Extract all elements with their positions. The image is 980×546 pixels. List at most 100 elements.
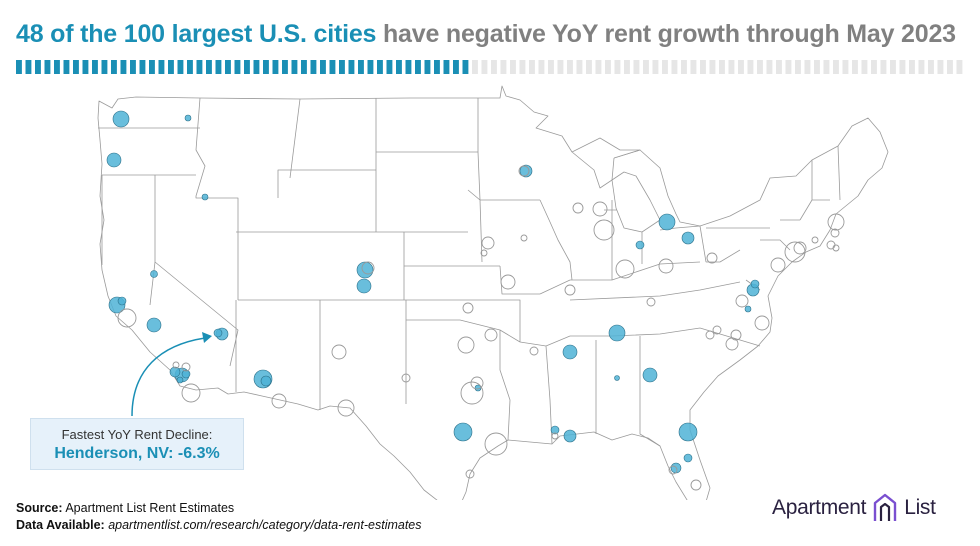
progress-segment [681, 60, 687, 74]
progress-segment [291, 60, 298, 74]
progress-segment [548, 60, 554, 74]
progress-segment [320, 60, 326, 74]
progress-segment [92, 60, 98, 74]
progress-segment [120, 60, 127, 74]
city-marker-positive [592, 201, 608, 217]
city-marker-positive [826, 240, 836, 250]
city-marker-negative [635, 240, 645, 250]
callout-arrow [131, 332, 212, 417]
city-marker-positive [754, 315, 770, 331]
city-marker-positive [331, 344, 347, 360]
apartment-list-logo: Apartment List [772, 488, 936, 528]
city-marker-positive [520, 234, 528, 242]
city-marker-negative [356, 278, 372, 294]
source-note: Source: Apartment List Rent Estimates Da… [16, 500, 422, 534]
city-marker-positive [181, 383, 201, 403]
city-marker-negative [169, 366, 181, 378]
city-marker-positive [735, 294, 749, 308]
source-text: Apartment List Rent Estimates [65, 501, 235, 515]
city-marker-positive [271, 393, 287, 409]
progress-segment [206, 60, 212, 74]
city-marker-positive [706, 252, 718, 264]
progress-segment [139, 60, 146, 74]
data-link[interactable]: apartmentlist.com/research/category/data… [108, 518, 422, 532]
city-marker-positive [518, 165, 530, 177]
progress-segment [700, 60, 706, 74]
apartment-list-logo-icon [873, 493, 897, 521]
progress-segment [567, 60, 573, 74]
city-marker-positive [668, 465, 678, 475]
city-marker-positive [646, 297, 656, 307]
logo-text-left: Apartment [772, 496, 867, 519]
city-marker-positive [465, 469, 475, 479]
progress-segment [605, 60, 611, 74]
progress-segment [177, 60, 184, 74]
progress-segment [443, 60, 450, 74]
city-marker-positive [172, 361, 180, 369]
callout-value: Henderson, NV: -6.3% [54, 445, 220, 462]
progress-segment [519, 60, 526, 74]
progress-segment [130, 60, 136, 74]
callout-label: Fastest YoY Rent Decline: [61, 427, 213, 442]
city-marker-positive [832, 244, 840, 252]
progress-segment [662, 60, 668, 74]
progress-segment [614, 60, 621, 74]
city-marker-positive [730, 329, 742, 341]
progress-segment [833, 60, 839, 74]
progress-segment [44, 60, 51, 74]
progress-segment [738, 60, 744, 74]
title-rest: have negative YoY rent growth through Ma… [382, 20, 956, 48]
progress-segment [234, 60, 241, 74]
source-line: Source: Apartment List Rent Estimates [16, 500, 422, 517]
city-marker-negative [658, 213, 676, 231]
progress-segment [586, 60, 592, 74]
city-marker-positive [462, 302, 474, 314]
chart-title: 48 of the 100 largest U.S. cities have n… [16, 20, 956, 49]
city-marker-negative [550, 425, 560, 435]
progress-segment [358, 60, 364, 74]
progress-segment [405, 60, 412, 74]
city-marker-negative [117, 296, 127, 306]
progress-segment [757, 60, 763, 74]
progress-segment [481, 60, 488, 74]
city-marker-negative [744, 305, 752, 313]
progress-segment [196, 60, 203, 74]
data-label: Data Available: [16, 518, 105, 532]
city-marker-positive [551, 432, 559, 440]
progress-segment [272, 60, 279, 74]
city-marker-negative [608, 324, 626, 342]
progress-segment [424, 60, 431, 74]
city-marker-negative [683, 453, 693, 463]
progress-segment [158, 60, 165, 74]
city-marker-negative [614, 375, 620, 381]
progress-segment [690, 60, 697, 74]
city-markers [106, 110, 845, 491]
progress-segment [633, 60, 640, 74]
progress-segment [747, 60, 754, 74]
us-outline [97, 85, 889, 500]
callout-box: Fastest YoY Rent Decline: Henderson, NV:… [30, 418, 244, 470]
progress-segment [348, 60, 355, 74]
progress-segment [434, 60, 440, 74]
city-marker-negative [213, 328, 223, 338]
progress-segment [396, 60, 402, 74]
progress-segment [301, 60, 307, 74]
progress-segment [377, 60, 383, 74]
progress-segment [472, 60, 478, 74]
city-marker-positive [690, 479, 702, 491]
progress-segment [928, 60, 934, 74]
city-marker-positive [811, 236, 819, 244]
city-marker-positive [481, 236, 495, 250]
progress-segment [282, 60, 288, 74]
city-marker-negative [519, 164, 533, 178]
logo-text-right: List [904, 496, 936, 519]
progress-segment [671, 60, 678, 74]
progress-segment [263, 60, 269, 74]
city-marker-positive [181, 362, 191, 372]
city-marker-negative [201, 193, 209, 201]
city-marker-negative [181, 369, 191, 379]
progress-segment [709, 60, 716, 74]
progress-segment [842, 60, 849, 74]
progress-segment [462, 60, 469, 74]
progress-segment [624, 60, 630, 74]
